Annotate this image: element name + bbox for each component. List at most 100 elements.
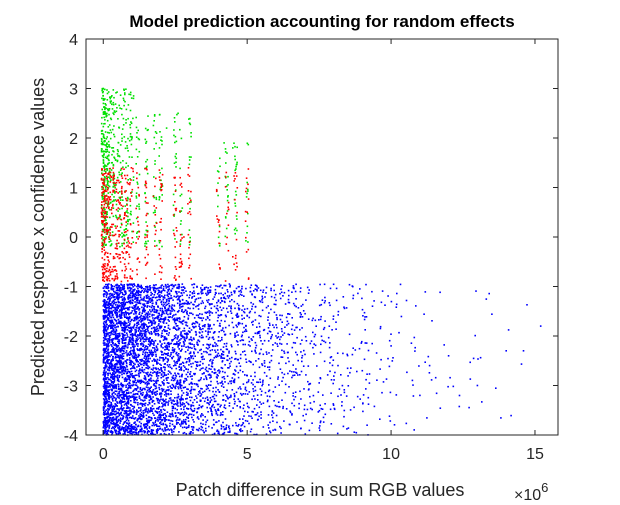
data-point-blue [179, 425, 182, 427]
data-point-blue [365, 316, 368, 318]
data-point-blue [150, 410, 152, 412]
data-point-blue [202, 367, 204, 369]
data-point-blue [267, 316, 269, 318]
data-point-blue [131, 384, 133, 387]
data-point-blue [204, 324, 206, 326]
data-point-blue [127, 370, 130, 373]
data-point-blue [160, 398, 162, 401]
data-point-blue [343, 307, 346, 310]
data-point-blue [222, 386, 225, 388]
data-point-blue [160, 411, 163, 413]
data-point-blue [127, 426, 130, 428]
data-point-blue [168, 332, 170, 334]
data-point-blue [228, 426, 230, 428]
data-point-blue [159, 314, 161, 316]
data-point-blue [217, 370, 219, 372]
data-point-blue [112, 400, 114, 402]
data-point-blue [216, 349, 219, 351]
data-point-blue [281, 371, 283, 374]
data-point-blue [152, 384, 155, 386]
data-point-blue [356, 395, 359, 398]
data-point-blue [292, 392, 295, 394]
data-point-blue [165, 311, 168, 313]
data-point-blue [124, 378, 127, 381]
data-point-blue [106, 384, 108, 387]
data-point-blue [143, 325, 145, 327]
data-point-blue [185, 401, 188, 404]
data-point-blue [189, 373, 191, 375]
data-point-blue [342, 296, 345, 298]
data-point-blue [127, 410, 129, 412]
data-point-blue [227, 311, 229, 313]
data-point-blue [231, 356, 233, 359]
data-point-blue [123, 287, 126, 289]
data-point-blue [288, 333, 291, 336]
data-point-blue [116, 312, 118, 314]
data-point-blue [123, 321, 126, 323]
data-point-blue [265, 286, 268, 289]
data-point-blue [120, 289, 122, 291]
data-point-blue [112, 356, 114, 358]
data-point-blue [267, 366, 269, 368]
data-point-blue [180, 374, 183, 377]
data-point-blue [183, 327, 186, 330]
data-point-blue [107, 317, 109, 319]
data-point-blue [178, 305, 181, 307]
data-point-blue [201, 284, 204, 286]
data-point-blue [217, 316, 219, 319]
data-point-blue [123, 395, 125, 398]
data-point-blue [145, 286, 147, 288]
data-point-blue [103, 419, 106, 422]
data-point-blue [211, 413, 213, 415]
data-point-blue [158, 388, 161, 391]
data-point-blue [324, 341, 327, 344]
data-point-blue [285, 316, 288, 319]
data-point-blue [222, 399, 224, 401]
data-point-blue [200, 377, 202, 379]
data-point-blue [103, 290, 105, 292]
data-point-blue [104, 315, 106, 318]
data-point-blue [166, 364, 169, 366]
data-point-blue [160, 392, 162, 394]
data-point-blue [153, 284, 156, 287]
data-point-blue [156, 411, 159, 413]
data-point-blue [131, 296, 134, 299]
data-point-blue [231, 293, 233, 296]
data-point-blue [110, 307, 113, 310]
data-point-blue [139, 359, 142, 361]
data-point-blue [251, 305, 254, 308]
data-point-blue [179, 318, 181, 320]
data-point-blue [183, 291, 185, 294]
data-point-blue [105, 311, 108, 314]
data-point-blue [167, 352, 169, 354]
data-point-blue [183, 316, 186, 318]
data-point-blue [146, 432, 149, 434]
data-point-blue [112, 387, 115, 389]
data-point-blue [136, 321, 139, 324]
data-point-blue [135, 339, 137, 342]
data-point-blue [211, 371, 213, 373]
data-point-blue [309, 402, 312, 404]
data-point-blue [110, 287, 112, 289]
data-point-blue [287, 313, 289, 315]
data-point-blue [220, 329, 223, 332]
data-point-blue [168, 305, 171, 308]
data-point-blue [221, 336, 223, 339]
data-point-blue [233, 395, 236, 398]
data-point-blue [254, 288, 257, 290]
data-point-blue [157, 291, 160, 294]
data-point-blue [134, 426, 136, 428]
data-point-blue [151, 296, 154, 299]
data-point-blue [121, 298, 124, 300]
data-point-blue [215, 343, 218, 345]
data-point-blue [122, 393, 124, 395]
data-point-blue [234, 336, 236, 338]
data-point-blue [188, 424, 190, 427]
data-point-blue [395, 394, 398, 396]
data-point-blue [134, 353, 137, 355]
data-point-blue [273, 289, 275, 292]
data-point-blue [220, 355, 223, 358]
data-point-blue [196, 401, 198, 403]
data-point-blue [139, 302, 142, 305]
data-point-blue [163, 394, 166, 396]
